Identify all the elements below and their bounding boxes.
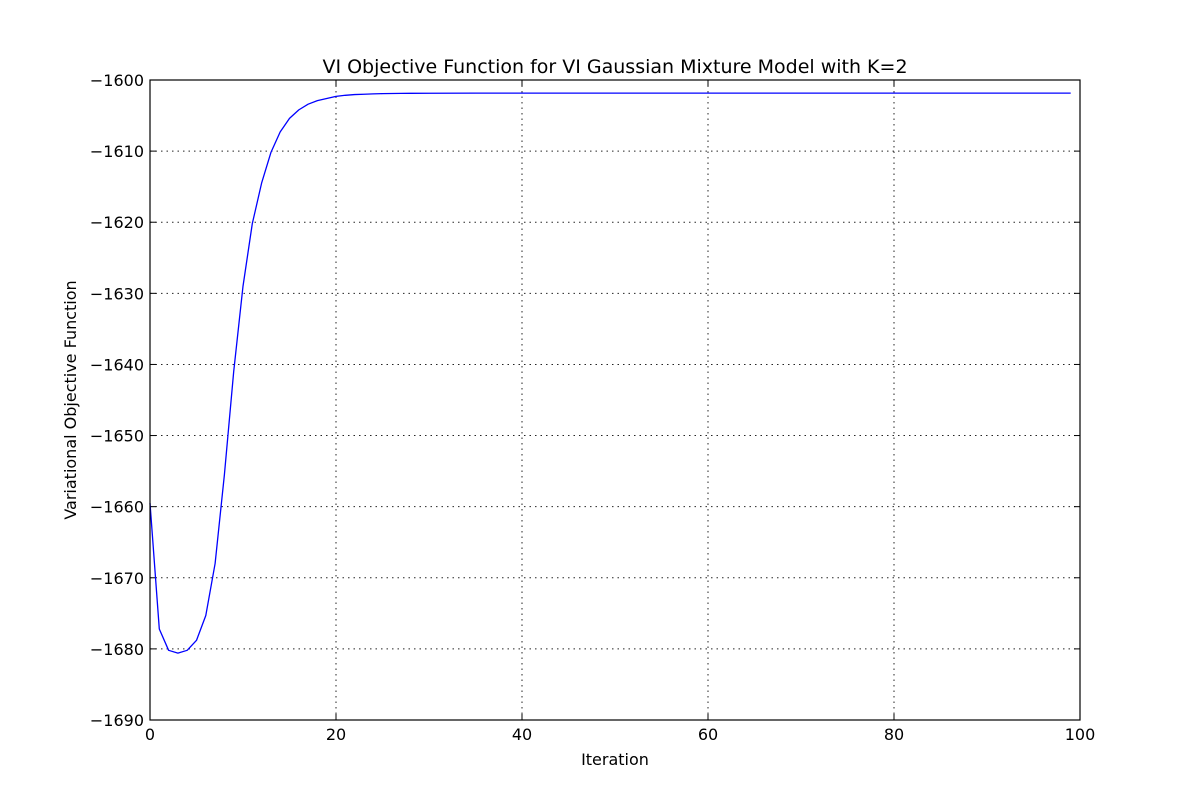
x-axis-label: Iteration	[581, 750, 649, 769]
grid	[150, 80, 1080, 720]
x-tick-label: 60	[698, 725, 718, 744]
y-tick-label: −1610	[90, 142, 144, 161]
y-tick-label: −1620	[90, 213, 144, 232]
y-tick-label: −1630	[90, 284, 144, 303]
axis-ticks	[149, 79, 1081, 721]
x-tick-label: 0	[145, 725, 155, 744]
y-tick-label: −1690	[90, 711, 144, 730]
series-line	[149, 92, 1071, 654]
x-tick-label: 80	[884, 725, 904, 744]
y-tick-label: −1670	[90, 569, 144, 588]
x-tick-label: 100	[1065, 725, 1096, 744]
y-tick-label: −1660	[90, 498, 144, 517]
y-tick-label: −1640	[90, 355, 144, 374]
chart-title: VI Objective Function for VI Gaussian Mi…	[322, 56, 907, 78]
y-tick-label: −1600	[90, 71, 144, 90]
series-layer	[149, 92, 1071, 654]
y-tick-label: −1650	[90, 427, 144, 446]
y-tick-label: −1680	[90, 640, 144, 659]
x-tick-label: 40	[512, 725, 532, 744]
y-axis-label: Variational Objective Function	[61, 280, 80, 519]
tick-labels: 0 20 40 60 80 100 −1690 −1680 −1670 −1660 −1650 −16…	[90, 71, 1095, 744]
plot-frame	[149, 79, 1081, 721]
x-tick-label: 20	[326, 725, 346, 744]
